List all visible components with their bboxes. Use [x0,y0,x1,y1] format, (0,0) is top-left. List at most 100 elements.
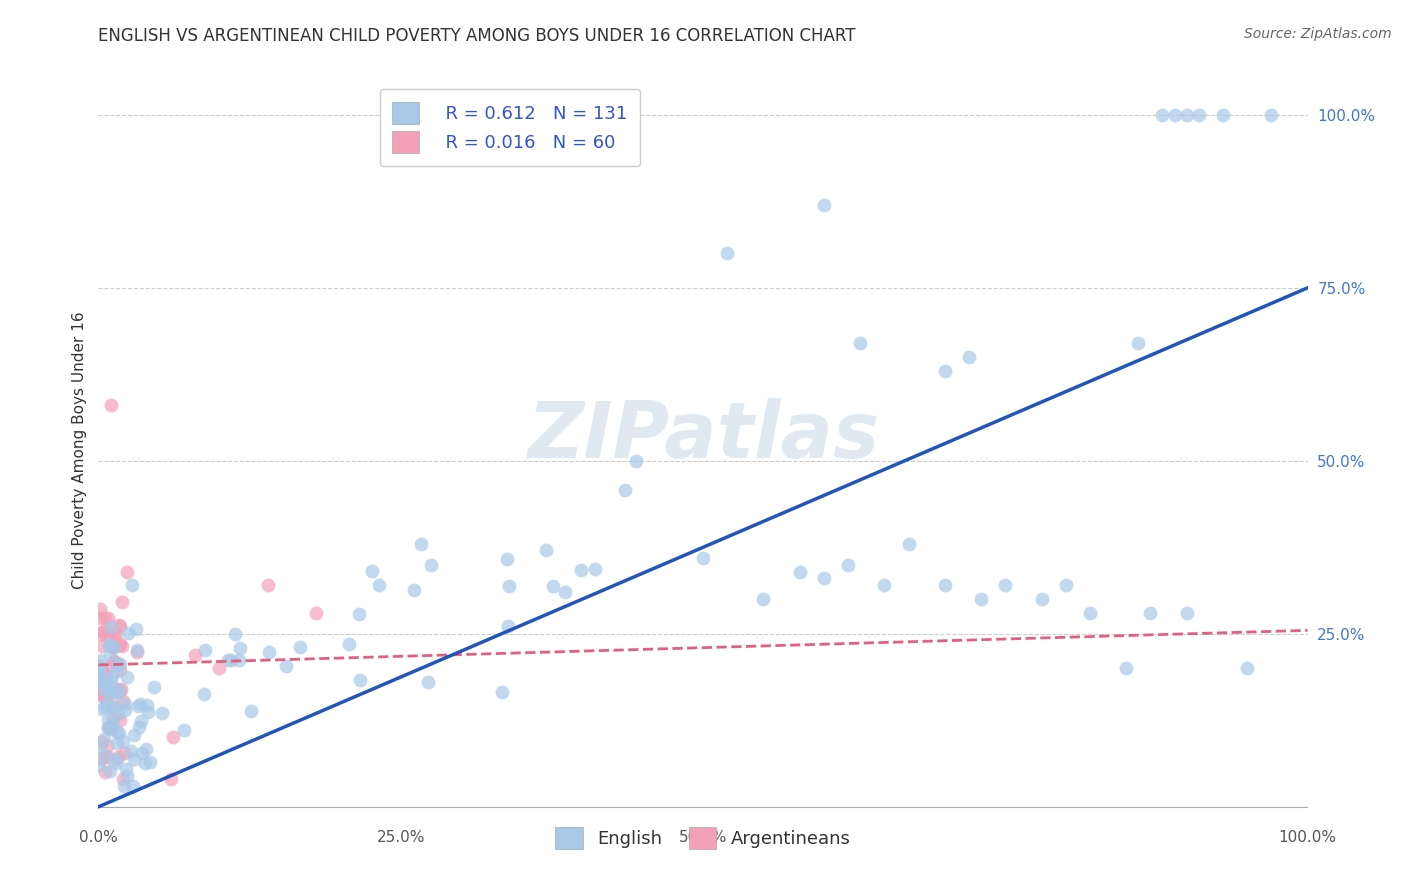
Point [104,626,127,640]
Point [94,765,117,780]
Point [160,772,183,786]
Point [934,578,956,592]
Point [111,733,134,747]
Point [108,663,131,677]
Point [125,645,148,659]
Point [173,723,195,738]
Point [121,578,143,592]
Point [89,688,111,702]
Point [257,645,280,659]
Point [101,700,124,714]
Point [104,631,127,645]
Point [114,703,136,717]
Point [115,565,138,579]
Point [89,611,111,625]
Point [1260,108,1282,122]
Point [96,696,118,710]
Point [1236,661,1258,675]
Point [91,679,114,693]
Point [813,198,835,212]
Point [89,653,111,667]
Point [98,720,121,734]
Point [229,640,252,655]
Point [91,664,114,678]
Point [228,653,250,667]
Point [288,640,311,654]
Point [108,637,131,651]
Point [1212,108,1234,122]
Point [107,683,129,698]
Point [105,686,128,700]
Point [136,706,159,720]
Point [125,622,148,636]
Point [107,657,129,672]
Point [97,720,120,734]
Point [91,676,114,690]
Point [97,749,120,764]
Point [110,595,132,609]
Point [87,758,110,772]
Point [104,756,127,770]
Point [89,658,111,673]
Point [184,648,207,662]
Point [96,669,118,683]
Point [100,620,122,634]
Point [813,572,835,586]
Point [100,722,122,736]
Point [97,722,120,736]
Point [107,638,129,652]
Point [994,578,1017,592]
Point [554,585,576,599]
Point [624,454,647,468]
Point [111,639,134,653]
Point [100,399,122,413]
Y-axis label: Child Poverty Among Boys Under 16: Child Poverty Among Boys Under 16 [72,311,87,590]
Point [194,642,217,657]
Point [98,648,121,662]
Point [103,654,125,668]
Point [90,752,112,766]
Point [91,625,114,640]
Point [224,626,246,640]
Point [128,720,150,734]
Point [498,578,520,592]
Point [256,578,278,592]
Point [349,673,371,687]
Point [219,653,242,667]
Point [97,714,120,728]
Point [193,687,215,701]
Point [409,537,432,551]
Point [108,713,131,727]
Point [94,689,117,703]
Point [101,717,124,731]
Point [94,699,117,714]
Point [89,602,111,616]
Point [970,592,993,607]
Point [105,752,128,766]
Point [305,606,328,620]
Point [115,769,138,783]
Point [96,739,118,753]
Point [112,694,135,708]
Text: ZIPatlas: ZIPatlas [527,398,879,474]
Point [1163,108,1185,122]
Point [122,779,145,793]
Point [112,779,135,793]
Point [569,563,592,577]
Point [849,336,872,351]
Point [1152,108,1174,122]
Point [1188,108,1211,122]
Point [98,638,121,652]
Point [91,666,114,681]
Point [104,655,127,669]
Point [752,592,775,607]
Point [93,731,115,746]
Point [101,685,124,699]
Point [120,744,142,758]
Point [789,565,811,579]
Point [108,619,131,633]
Point [94,747,117,762]
Point [108,683,131,698]
Point [107,750,129,764]
Point [1054,578,1077,592]
